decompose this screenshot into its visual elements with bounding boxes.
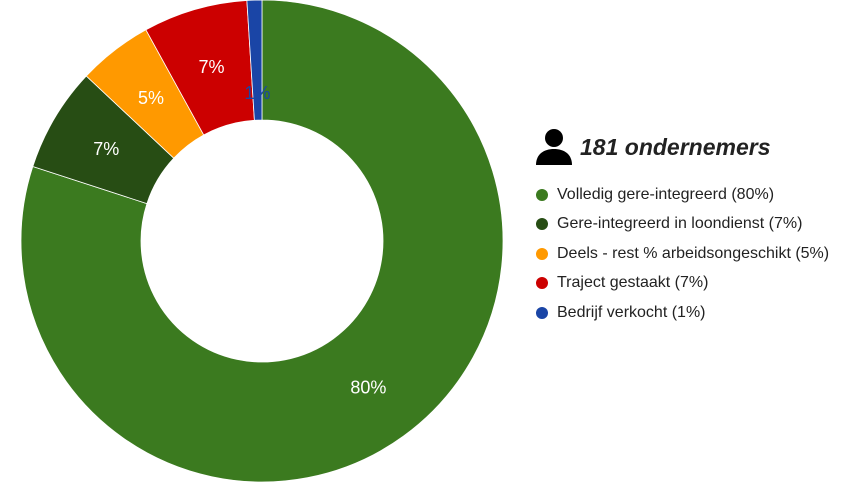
entrepreneur-count: 181 ondernemers bbox=[580, 133, 771, 160]
legend-item: Traject gestaakt (7%) bbox=[534, 269, 854, 299]
legend-item: Gere-integreerd in loondienst (7%) bbox=[534, 210, 854, 240]
legend-dot-icon bbox=[536, 306, 548, 319]
legend-dot-icon bbox=[536, 218, 548, 231]
legend-items: Volledig gere-integreerd (80%) Gere-integ… bbox=[534, 180, 854, 328]
legend: 181 ondernemers Volledig gere-integreerd… bbox=[534, 126, 854, 328]
person-icon bbox=[536, 129, 572, 165]
donut-slice-1 bbox=[20, 0, 504, 483]
legend-item: Bedrijf verkocht (1%) bbox=[534, 298, 854, 328]
legend-item: Volledig gere-integreerd (80%) bbox=[534, 180, 854, 210]
legend-item-label: Volledig gere-integreerd (80%) bbox=[557, 185, 775, 203]
slice-label-5: 1% bbox=[244, 83, 270, 103]
slice-label-4: 7% bbox=[198, 57, 224, 77]
legend-item-label: Deels - rest % arbeidsongeschikt (5%) bbox=[557, 244, 830, 262]
donut-chart: 80% 7% 5% 7% 1% bbox=[20, 0, 504, 483]
slice-label-2: 7% bbox=[93, 139, 119, 159]
legend-header: 181 ondernemers bbox=[534, 126, 854, 168]
slice-label-3: 5% bbox=[138, 88, 164, 108]
legend-dot-icon bbox=[536, 247, 548, 260]
donut-slice-5 bbox=[246, 0, 263, 121]
legend-item-label: Gere-integreerd in loondienst (7%) bbox=[557, 215, 803, 233]
legend-dot-icon bbox=[536, 188, 548, 201]
legend-item-label: Bedrijf verkocht (1%) bbox=[557, 303, 706, 321]
legend-item-label: Traject gestaakt (7%) bbox=[557, 274, 709, 292]
legend-item: Deels - rest % arbeidsongeschikt (5%) bbox=[534, 239, 854, 269]
legend-dot-icon bbox=[536, 277, 548, 290]
slice-label-1: 80% bbox=[350, 377, 386, 397]
